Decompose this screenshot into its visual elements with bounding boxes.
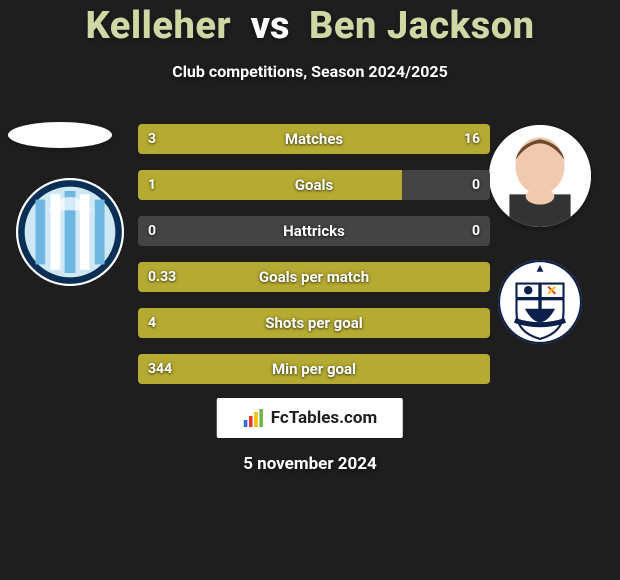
card-title: Kelleher vs Ben Jackson: [0, 4, 620, 48]
stat-value-left: 0: [148, 223, 156, 239]
comparison-card: Kelleher vs Ben Jackson Club competition…: [0, 0, 620, 580]
stat-value-left: 1: [148, 177, 156, 193]
watermark-text: FcTables.com: [271, 408, 377, 428]
watermark: FcTables.com: [217, 398, 403, 438]
title-vs: vs: [251, 4, 290, 48]
stat-row: 3 16 Matches: [138, 124, 490, 154]
date-stamp: 5 november 2024: [0, 454, 620, 474]
stat-row: 4 Shots per goal: [138, 308, 490, 338]
title-player1: Kelleher: [85, 4, 231, 48]
player1-portrait: [8, 122, 112, 148]
title-player2: Ben Jackson: [309, 4, 535, 48]
stat-fill-left: [138, 124, 194, 154]
stat-row: 0 0 Hattricks: [138, 216, 490, 246]
stat-value-left: 0.33: [148, 269, 176, 285]
player2-portrait: [489, 125, 591, 227]
stat-metric-label: Hattricks: [283, 222, 345, 240]
stat-value-right: 0: [472, 223, 480, 239]
stat-metric-label: Min per goal: [272, 360, 356, 378]
stat-value-right: 16: [464, 131, 480, 147]
stat-metric-label: Goals per match: [259, 268, 369, 286]
stat-row: 344 Min per goal: [138, 354, 490, 384]
card-subtitle: Club competitions, Season 2024/2025: [0, 62, 620, 81]
badge-icon: [16, 178, 124, 286]
stat-metric-label: Matches: [285, 130, 343, 148]
watermark-bars-icon: [243, 409, 265, 427]
stat-row: 1 0 Goals: [138, 170, 490, 200]
badge-icon: [498, 260, 582, 344]
stat-metric-label: Goals: [295, 176, 333, 194]
stat-row: 0.33 Goals per match: [138, 262, 490, 292]
stat-bars: 3 16 Matches 1 0 Goals 0 0 Hattricks 0.33 Goals pe…: [138, 124, 490, 400]
stat-value-left: 3: [148, 131, 156, 147]
player2-club-badge: [498, 260, 582, 344]
stat-metric-label: Shots per goal: [265, 314, 362, 332]
stat-value-left: 344: [148, 361, 172, 377]
player1-club-badge: [16, 178, 124, 286]
face-placeholder-icon: [489, 125, 591, 227]
stat-value-right: 0: [472, 177, 480, 193]
stat-fill-left: [138, 170, 402, 200]
stat-value-left: 4: [148, 315, 156, 331]
